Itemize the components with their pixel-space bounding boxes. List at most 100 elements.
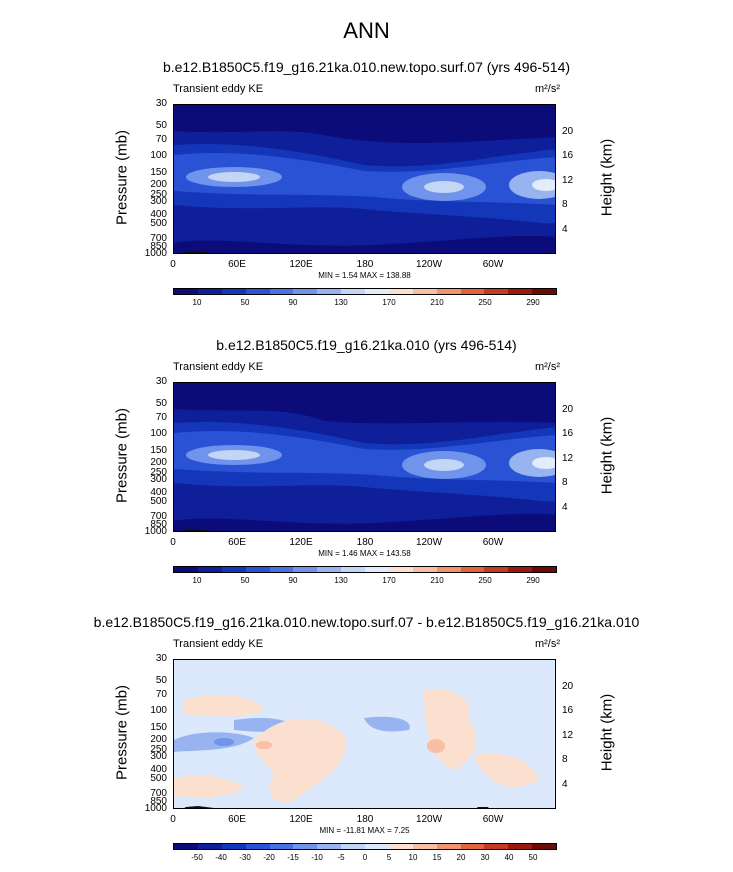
- colorbar-swatch: [532, 844, 556, 849]
- colorbar-swatch: [341, 844, 365, 849]
- field-diff-neg-c: [364, 716, 410, 732]
- colorbar-tick-label: 170: [382, 576, 396, 585]
- field-band-surface: [174, 235, 555, 253]
- field-band-top: [174, 383, 555, 424]
- contour-field: [174, 105, 555, 253]
- y-tick-label: 150: [150, 166, 167, 178]
- y-tick-label: 30: [155, 98, 167, 109]
- panel-left-title: Transient eddy KE: [173, 83, 264, 95]
- x-tick-label: 0: [170, 259, 176, 270]
- field-band-surface: [174, 513, 555, 531]
- y-tick-label: 250: [150, 188, 167, 200]
- y-tick-label: 500: [150, 773, 167, 785]
- y-tick-label: 250: [150, 466, 167, 478]
- y-tick-label: 150: [150, 721, 167, 733]
- colorbar-tick-label: 40: [504, 853, 514, 862]
- x-tick-label: 120W: [415, 259, 443, 270]
- y-tick-label: 100: [150, 704, 167, 716]
- y-tick-label: 70: [155, 412, 167, 424]
- main-title: ANN: [343, 18, 390, 43]
- x-tick-label: 120E: [289, 259, 313, 270]
- colorbar-tick-label: -30: [239, 853, 251, 862]
- y-tick-label: 70: [155, 134, 167, 146]
- y2-tick-label: 8: [562, 199, 568, 211]
- colorbar-tick-label: 170: [382, 298, 396, 307]
- colorbar-tick-label: 10: [408, 853, 418, 862]
- field-band-top: [174, 105, 555, 143]
- colorbar-tick-label: 50: [528, 853, 538, 862]
- colorbar-swatch: [197, 844, 222, 849]
- colorbar-swatch: [269, 844, 294, 849]
- colorbar-tick-label: -40: [215, 853, 227, 862]
- y2-tick-label: 4: [562, 223, 568, 235]
- topography-mask: [184, 806, 214, 808]
- colorbar-swatch: [245, 567, 270, 572]
- colorbar-tick-label: 50: [240, 298, 250, 307]
- y-axis-label: Pressure (mb): [113, 684, 131, 781]
- contour-plot: [173, 382, 556, 532]
- y-tick-label: 50: [155, 674, 167, 686]
- y2-tick-label: 20: [562, 403, 574, 415]
- field-core-west-inner: [208, 172, 260, 182]
- x-tick-label: 60E: [228, 537, 246, 548]
- colorbar: [173, 288, 557, 295]
- colorbar-tick-label: 250: [478, 576, 492, 585]
- y-tick-label: 30: [155, 376, 167, 387]
- x-tick-label: 120W: [415, 537, 443, 548]
- x-tick-label: 0: [170, 537, 176, 548]
- y-tick-label: 300: [150, 751, 167, 763]
- x-tick-label: 60W: [482, 259, 504, 270]
- y-tick-label: 200: [150, 457, 167, 469]
- y-tick-label: 100: [150, 149, 167, 161]
- colorbar-swatch: [317, 567, 342, 572]
- colorbar-swatch: [484, 289, 509, 294]
- y-tick-label: 400: [150, 208, 167, 220]
- panel-left-title: Transient eddy KE: [173, 361, 264, 373]
- y-tick-label: 500: [150, 496, 167, 508]
- y2-tick-label: 4: [562, 501, 568, 513]
- colorbar-swatch: [460, 844, 485, 849]
- x-tick-label: 60W: [482, 537, 504, 548]
- y2-tick-label: 12: [562, 729, 574, 741]
- topography-mask: [476, 807, 489, 808]
- colorbar-swatch: [460, 289, 485, 294]
- y-tick-label: 850: [150, 519, 167, 531]
- y-tick-label: 50: [155, 119, 167, 131]
- colorbar-swatch: [245, 844, 270, 849]
- y-tick-label: 850: [150, 241, 167, 253]
- colorbar-swatch: [174, 567, 198, 572]
- colorbar-tick-label: 5: [386, 853, 392, 862]
- colorbar-swatch: [269, 567, 294, 572]
- panel-units: m²/s²: [534, 83, 560, 95]
- colorbar-swatch: [293, 844, 318, 849]
- y2-tick-label: 8: [562, 754, 568, 766]
- colorbar-tick-label: -10: [311, 853, 323, 862]
- colorbar-labels: -50 -40 -30 -20 -15 -10 -5 0 5 10 15 20 30 40 50: [173, 853, 557, 865]
- colorbar-swatch: [412, 567, 437, 572]
- contour-field: [174, 383, 555, 531]
- colorbar-swatch: [197, 567, 222, 572]
- colorbar-swatch: [365, 844, 389, 849]
- y-tick-label: 700: [150, 787, 167, 799]
- field-diff-pos-d: [474, 753, 539, 787]
- y-tick-label: 250: [150, 743, 167, 755]
- colorbar-swatch: [317, 289, 342, 294]
- min-max-label: MIN = 1.54 MAX = 138.88: [318, 271, 411, 280]
- x-tick-label: 120E: [289, 814, 313, 825]
- colorbar-swatch: [293, 289, 318, 294]
- x-tick-label: 120W: [415, 814, 443, 825]
- field-diff-neg-core: [214, 738, 234, 746]
- colorbar-swatch: [484, 567, 509, 572]
- colorbar-tick-label: 90: [288, 298, 298, 307]
- y-tick-label: 850: [150, 796, 167, 808]
- chart-panel: b.e12.B1850C5.f19_g16.21ka.010.new.topo.…: [0, 56, 733, 316]
- colorbar-swatch: [317, 844, 342, 849]
- field-core-east-inner: [424, 459, 464, 471]
- colorbar-tick-label: 30: [480, 853, 490, 862]
- colorbar-tick-label: 15: [432, 853, 442, 862]
- y-tick-label: 400: [150, 486, 167, 498]
- colorbar-swatch: [484, 844, 509, 849]
- field-diff-pos-e: [174, 775, 244, 798]
- colorbar-swatch: [245, 289, 270, 294]
- colorbar-tick-label: 90: [288, 576, 298, 585]
